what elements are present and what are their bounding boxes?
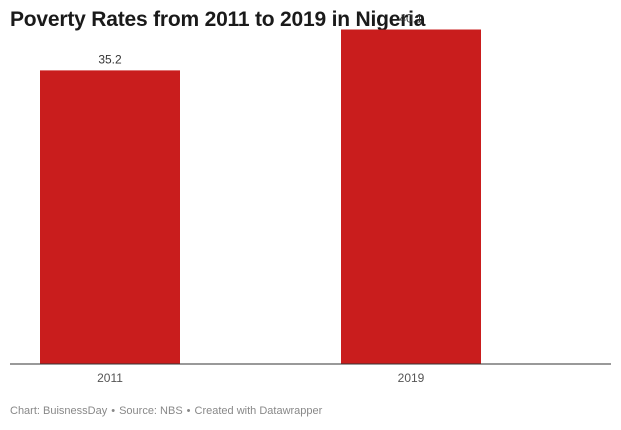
chart-title: Poverty Rates from 2011 to 2019 in Niger… <box>10 8 426 31</box>
bar-2011 <box>40 70 180 364</box>
value-labels-group: 35.2 40.1 <box>98 12 423 67</box>
footer-source: Source: NBS <box>119 405 183 417</box>
footer-chart-credit: Chart: BuisnessDay <box>10 405 108 417</box>
value-label-2011: 35.2 <box>98 52 122 66</box>
bars-group <box>40 29 481 364</box>
footer-created-with: Created with Datawrapper <box>194 405 323 417</box>
x-tick-label-2011: 2011 <box>97 371 123 385</box>
bar-2019 <box>341 29 481 364</box>
value-label-2019: 40.1 <box>399 12 423 26</box>
chart-footer: Chart: BuisnessDay • Source: NBS • Created w… <box>10 405 322 417</box>
x-tick-labels-group: 2011 2019 <box>97 371 425 385</box>
footer-separator: • <box>186 405 191 417</box>
footer-separator: • <box>111 405 116 417</box>
x-tick-label-2019: 2019 <box>398 371 425 385</box>
bar-chart: 35.2 40.1 2011 2019 <box>10 12 611 385</box>
